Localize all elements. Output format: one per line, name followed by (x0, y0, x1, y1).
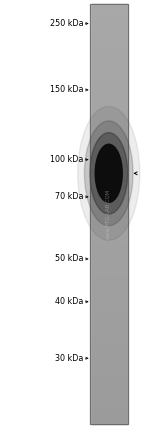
Bar (90, 4, 128, 424)
Bar (92, 4, 127, 424)
Text: www.PTG-LAB.COM: www.PTG-LAB.COM (106, 189, 111, 239)
Text: 40 kDa: 40 kDa (55, 297, 83, 306)
Ellipse shape (84, 121, 133, 226)
Text: 150 kDa: 150 kDa (50, 85, 83, 95)
Ellipse shape (90, 133, 128, 214)
Ellipse shape (78, 107, 140, 240)
Text: 50 kDa: 50 kDa (55, 254, 83, 264)
Ellipse shape (95, 144, 122, 202)
Text: 250 kDa: 250 kDa (50, 19, 83, 28)
Bar (90, 4, 128, 424)
Text: 70 kDa: 70 kDa (55, 192, 83, 202)
Text: 100 kDa: 100 kDa (50, 155, 83, 164)
Text: 30 kDa: 30 kDa (55, 354, 83, 363)
